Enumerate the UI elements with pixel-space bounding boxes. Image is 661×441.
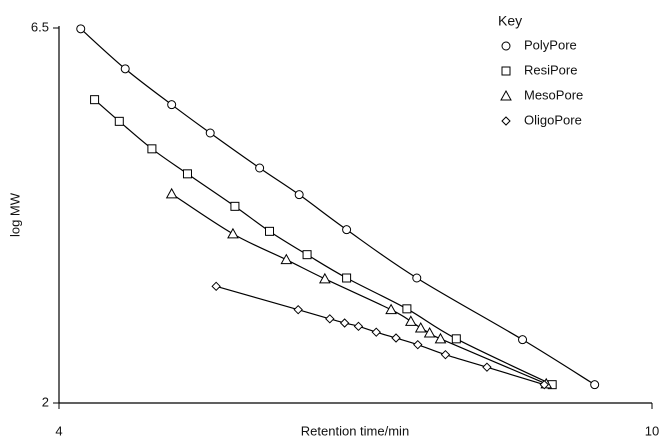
marker <box>482 362 492 372</box>
y-tick-label: 6.5 <box>31 19 49 34</box>
marker <box>342 273 352 283</box>
marker <box>423 326 436 338</box>
legend-label: MesoPore <box>524 87 583 102</box>
legend-label: PolyPore <box>524 37 577 52</box>
legend-title: Key <box>498 13 522 29</box>
legend-label: ResiPore <box>524 62 577 77</box>
marker <box>385 303 397 315</box>
marker <box>402 304 412 314</box>
marker <box>211 281 221 292</box>
series-line <box>215 285 545 386</box>
marker <box>325 314 335 324</box>
y-tick-label: 2 <box>42 394 49 409</box>
marker <box>120 64 130 74</box>
marker <box>434 332 447 344</box>
series-line <box>80 28 595 386</box>
marker <box>280 253 293 265</box>
marker <box>147 144 157 154</box>
marker <box>371 327 381 337</box>
marker <box>590 380 600 390</box>
y-axis-label: log MW <box>7 192 22 237</box>
marker <box>414 321 427 333</box>
legend-marker <box>501 41 511 51</box>
marker <box>265 226 275 236</box>
marker <box>114 116 124 126</box>
marker <box>413 339 423 350</box>
marker <box>342 225 352 235</box>
legend-label: OligoPore <box>524 112 582 127</box>
marker <box>165 187 178 199</box>
marker <box>451 334 461 344</box>
legend-marker <box>501 66 511 76</box>
x-tick-label: 10 <box>645 423 659 438</box>
marker <box>76 24 86 34</box>
marker <box>255 163 265 173</box>
legend-marker <box>500 89 512 101</box>
marker <box>230 201 240 211</box>
marker <box>518 335 528 345</box>
marker <box>391 333 401 343</box>
marker <box>182 169 192 179</box>
marker <box>90 95 100 105</box>
x-axis-label: Retention time/min <box>301 423 409 438</box>
marker <box>205 128 215 138</box>
marker <box>404 315 417 326</box>
marker <box>167 100 177 110</box>
marker <box>539 379 549 390</box>
marker <box>227 227 239 239</box>
marker <box>353 321 364 332</box>
marker <box>339 318 350 328</box>
marker <box>294 190 304 200</box>
marker <box>293 304 303 315</box>
series-line <box>94 99 553 386</box>
marker <box>302 250 312 260</box>
marker <box>319 272 331 284</box>
marker <box>412 273 422 283</box>
x-tick-label: 4 <box>55 423 62 438</box>
marker <box>440 349 451 360</box>
legend-marker <box>501 116 511 126</box>
